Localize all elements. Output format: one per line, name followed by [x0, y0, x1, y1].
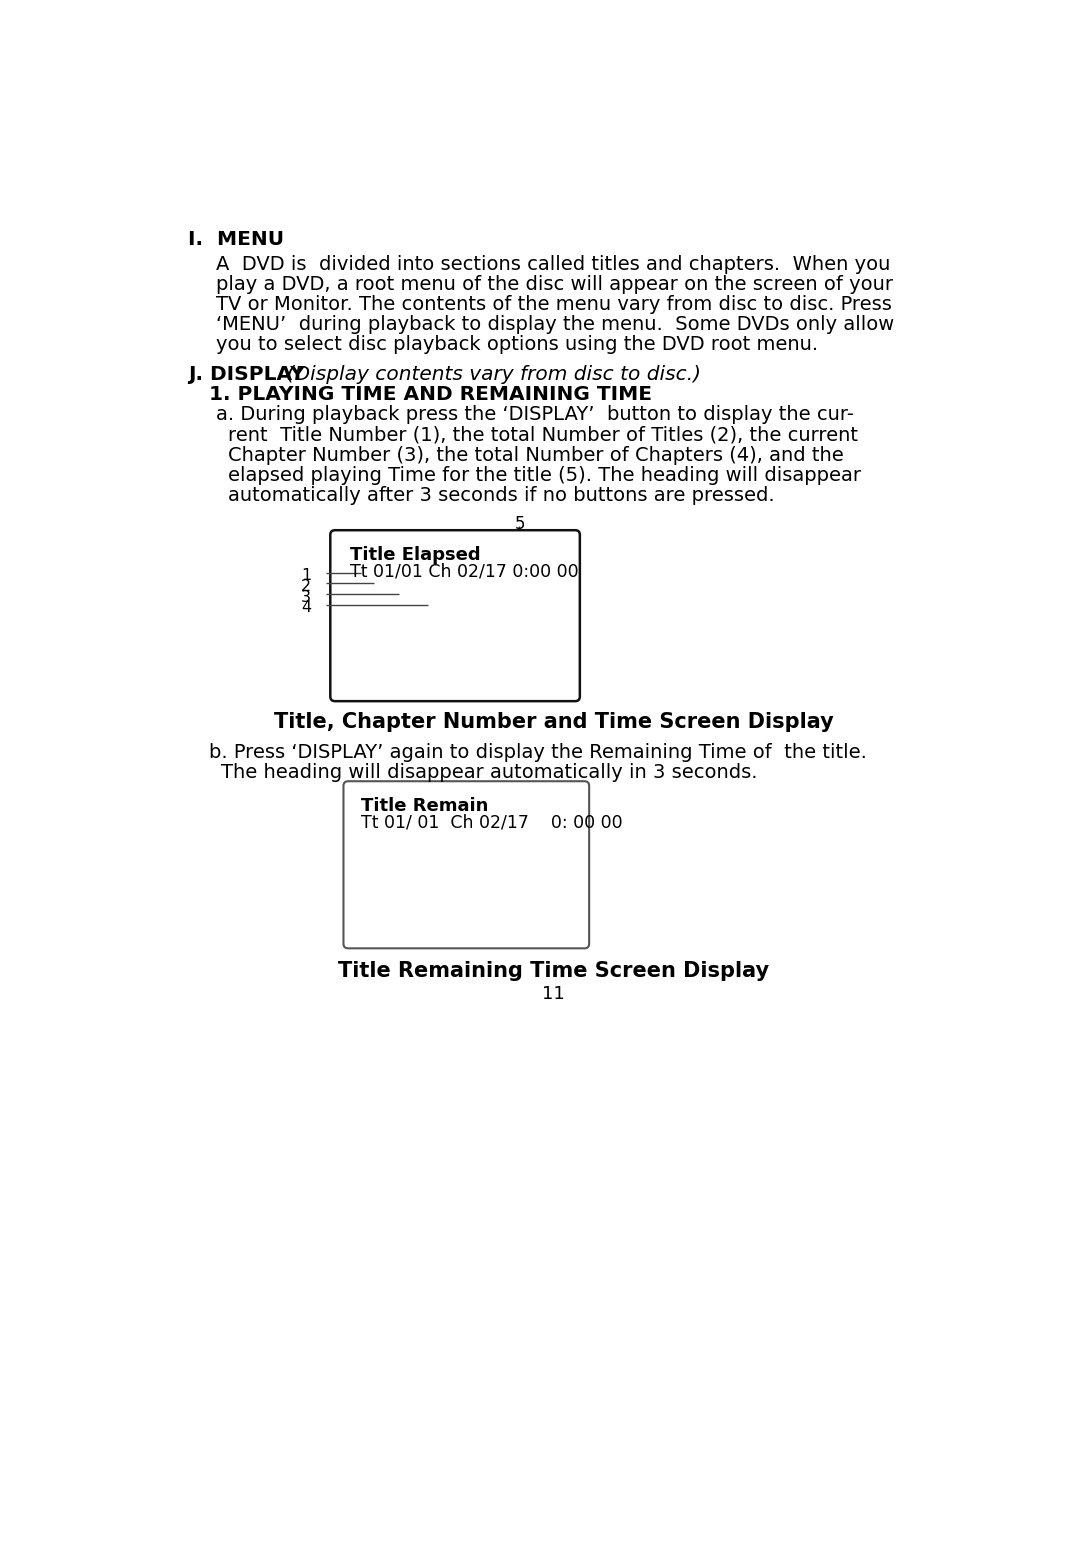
Text: a. During playback press the ‘DISPLAY’  button to display the cur-: a. During playback press the ‘DISPLAY’ b… — [216, 405, 854, 425]
Text: Tt 01/ 01  Ch 02/17    0: 00 00: Tt 01/ 01 Ch 02/17 0: 00 00 — [361, 814, 622, 832]
Text: automatically after 3 seconds if no buttons are pressed.: automatically after 3 seconds if no butt… — [228, 486, 774, 505]
Text: I.  MENU: I. MENU — [188, 230, 284, 249]
Text: 11: 11 — [542, 985, 565, 1003]
Text: Title Remaining Time Screen Display: Title Remaining Time Screen Display — [338, 961, 769, 980]
Text: you to select disc playback options using the DVD root menu.: you to select disc playback options usin… — [216, 334, 819, 353]
Text: elapsed playing Time for the title (5). The heading will disappear: elapsed playing Time for the title (5). … — [228, 466, 861, 485]
Text: 2: 2 — [301, 578, 311, 594]
Text: (Display contents vary from disc to disc.): (Display contents vary from disc to disc… — [274, 366, 702, 384]
Text: 3: 3 — [301, 589, 311, 605]
FancyBboxPatch shape — [330, 530, 580, 702]
Text: Chapter Number (3), the total Number of Chapters (4), and the: Chapter Number (3), the total Number of … — [228, 445, 843, 464]
Text: Title Remain: Title Remain — [361, 797, 488, 814]
Text: J. DISPLAY: J. DISPLAY — [188, 366, 305, 384]
Text: 4: 4 — [301, 600, 311, 616]
Text: 1. PLAYING TIME AND REMAINING TIME: 1. PLAYING TIME AND REMAINING TIME — [208, 386, 651, 405]
FancyBboxPatch shape — [343, 782, 590, 949]
Text: TV or Monitor. The contents of the menu vary from disc to disc. Press: TV or Monitor. The contents of the menu … — [216, 294, 892, 314]
Text: play a DVD, a root menu of the disc will appear on the screen of your: play a DVD, a root menu of the disc will… — [216, 275, 893, 294]
Text: A  DVD is  divided into sections called titles and chapters.  When you: A DVD is divided into sections called ti… — [216, 255, 891, 274]
Text: ‘MENU’  during playback to display the menu.  Some DVDs only allow: ‘MENU’ during playback to display the me… — [216, 314, 894, 333]
Text: The heading will disappear automatically in 3 seconds.: The heading will disappear automatically… — [221, 763, 757, 782]
Text: 5: 5 — [515, 514, 525, 533]
Text: Title Elapsed: Title Elapsed — [350, 545, 481, 564]
Text: 1: 1 — [301, 567, 311, 583]
Text: b. Press ‘DISPLAY’ again to display the Remaining Time of  the title.: b. Press ‘DISPLAY’ again to display the … — [208, 742, 866, 761]
Text: Title, Chapter Number and Time Screen Display: Title, Chapter Number and Time Screen Di… — [273, 711, 834, 731]
Text: rent  Title Number (1), the total Number of Titles (2), the current: rent Title Number (1), the total Number … — [228, 425, 858, 444]
Text: Tt 01/01 Ch 02/17 0:00 00: Tt 01/01 Ch 02/17 0:00 00 — [350, 563, 579, 580]
